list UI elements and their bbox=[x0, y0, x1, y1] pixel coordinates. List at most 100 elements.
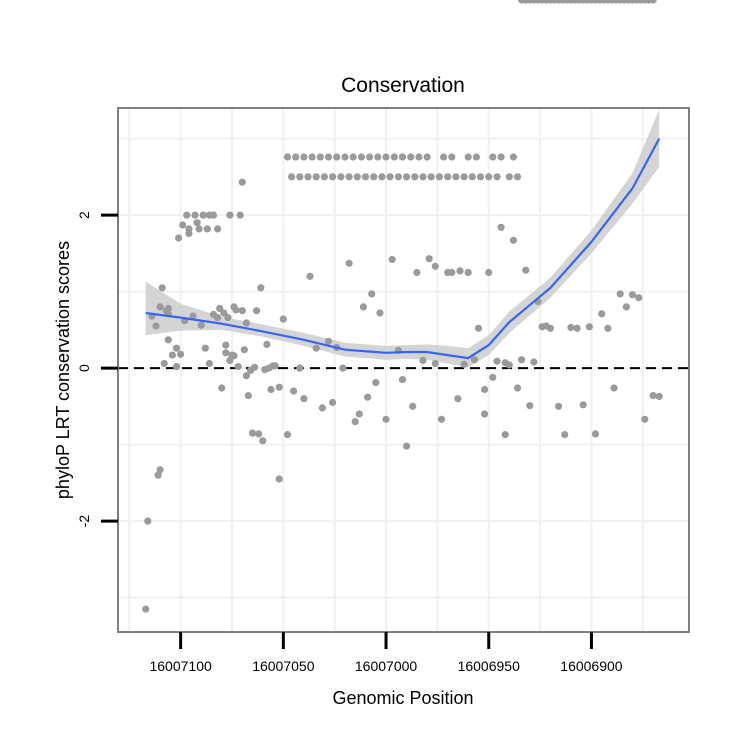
data-point bbox=[257, 284, 265, 292]
data-point bbox=[530, 358, 538, 366]
data-point bbox=[370, 173, 378, 181]
data-point bbox=[201, 344, 209, 352]
data-point bbox=[468, 173, 476, 181]
data-point bbox=[359, 303, 367, 311]
data-point bbox=[283, 431, 292, 439]
data-point bbox=[156, 303, 164, 311]
data-point bbox=[288, 173, 296, 181]
data-point bbox=[164, 304, 172, 312]
confidence-band bbox=[145, 109, 660, 368]
data-point bbox=[242, 319, 250, 327]
data-point bbox=[164, 336, 172, 344]
data-point bbox=[275, 383, 283, 391]
data-point bbox=[419, 173, 427, 181]
data-point bbox=[172, 363, 181, 371]
data-point bbox=[497, 153, 505, 161]
data-point bbox=[205, 359, 213, 368]
data-point bbox=[415, 153, 423, 161]
data-point bbox=[456, 267, 464, 275]
data-point bbox=[413, 268, 421, 277]
data-point bbox=[214, 314, 222, 322]
data-point bbox=[518, 356, 526, 364]
data-point bbox=[177, 350, 185, 358]
data-point bbox=[226, 356, 234, 364]
data-point bbox=[189, 312, 197, 320]
data-point bbox=[226, 211, 234, 219]
x-axis-title: Genomic Position bbox=[332, 688, 473, 708]
data-point bbox=[353, 173, 361, 181]
data-point bbox=[158, 284, 166, 292]
data-point bbox=[230, 352, 238, 360]
data-point bbox=[460, 360, 468, 368]
data-point bbox=[497, 223, 505, 231]
data-point bbox=[378, 173, 386, 181]
data-point bbox=[316, 153, 324, 161]
data-point bbox=[411, 173, 419, 181]
data-point bbox=[209, 211, 218, 219]
data-point bbox=[156, 466, 164, 474]
x-tick-label: 16007000 bbox=[355, 658, 418, 674]
data-point bbox=[290, 387, 298, 395]
data-point bbox=[345, 173, 353, 181]
data-point bbox=[501, 431, 509, 439]
data-point bbox=[472, 153, 480, 161]
data-point bbox=[320, 173, 328, 181]
data-point bbox=[296, 364, 304, 372]
data-point bbox=[267, 385, 275, 394]
data-point bbox=[357, 153, 365, 161]
data-point bbox=[341, 153, 349, 161]
data-point bbox=[464, 153, 472, 161]
data-point bbox=[203, 225, 211, 233]
data-point bbox=[398, 153, 407, 161]
data-point bbox=[152, 322, 160, 330]
x-tick-label: 16006900 bbox=[560, 658, 623, 674]
data-point bbox=[185, 229, 193, 238]
data-point bbox=[419, 356, 427, 364]
data-point bbox=[579, 401, 587, 409]
data-point bbox=[628, 291, 637, 299]
data-point bbox=[312, 173, 320, 181]
data-point bbox=[312, 344, 320, 352]
data-point bbox=[355, 410, 363, 418]
data-point bbox=[452, 173, 460, 181]
y-tick-label: 2 bbox=[76, 211, 92, 219]
data-point bbox=[635, 294, 643, 302]
axes: 16007100 16007050 16007000 16006950 16006900… bbox=[76, 211, 623, 674]
data-point bbox=[263, 340, 271, 348]
data-points bbox=[142, 0, 663, 613]
data-point bbox=[349, 153, 357, 161]
data-point bbox=[423, 153, 431, 161]
data-point bbox=[431, 262, 439, 270]
data-point bbox=[481, 385, 489, 394]
data-point bbox=[224, 314, 232, 322]
data-point bbox=[191, 211, 199, 219]
data-point bbox=[364, 393, 372, 401]
data-point bbox=[513, 384, 522, 392]
data-point bbox=[604, 324, 612, 332]
data-point bbox=[214, 225, 222, 233]
data-point bbox=[437, 415, 446, 423]
data-point bbox=[616, 290, 624, 298]
data-point bbox=[234, 363, 242, 371]
data-point bbox=[218, 384, 226, 392]
smooth-line bbox=[145, 138, 661, 360]
data-point bbox=[454, 395, 462, 403]
grid bbox=[118, 108, 689, 632]
data-point bbox=[444, 173, 452, 181]
data-point bbox=[244, 392, 252, 400]
smooth-line-layer bbox=[145, 138, 661, 360]
data-point bbox=[324, 153, 333, 161]
data-point bbox=[649, 392, 657, 400]
x-tick-label: 16007100 bbox=[149, 658, 212, 674]
data-point bbox=[220, 309, 228, 317]
data-point bbox=[197, 321, 205, 329]
data-point bbox=[292, 153, 300, 161]
data-point bbox=[142, 605, 150, 613]
data-point bbox=[374, 153, 382, 161]
data-point bbox=[448, 153, 456, 161]
data-point bbox=[485, 173, 493, 181]
data-point bbox=[448, 268, 456, 277]
data-point bbox=[275, 475, 283, 483]
data-point bbox=[427, 173, 435, 181]
